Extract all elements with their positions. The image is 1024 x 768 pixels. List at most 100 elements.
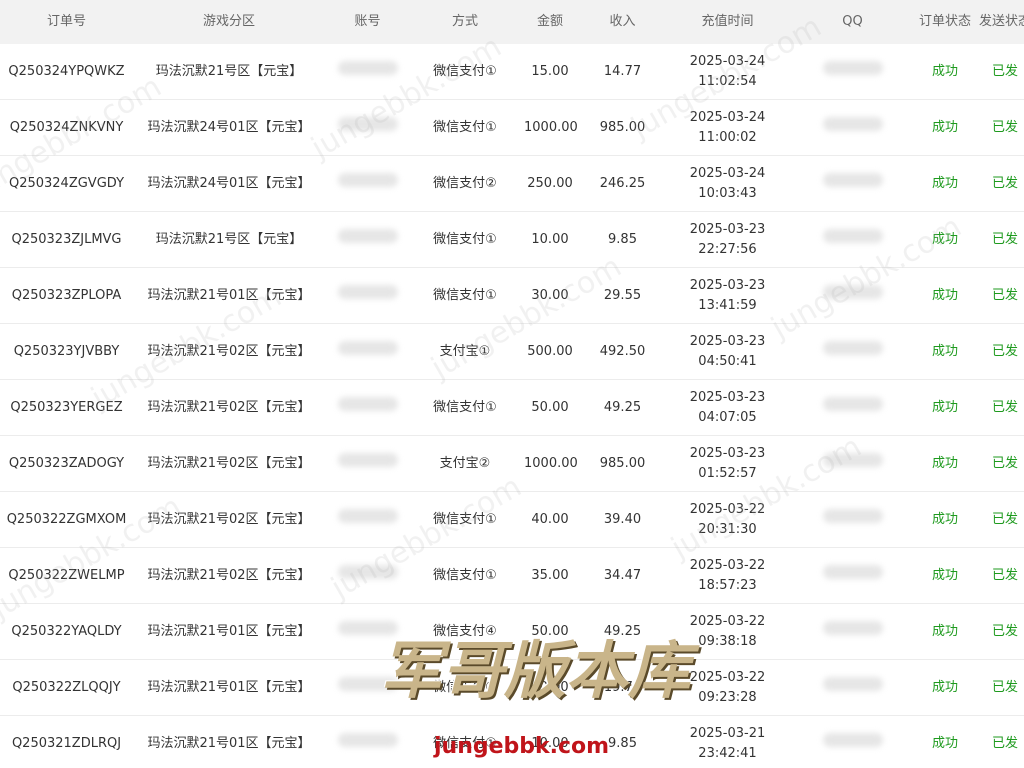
cell-method: 微信支付①	[410, 491, 520, 548]
blur-mask	[822, 397, 883, 411]
masked-cell	[790, 155, 915, 212]
cell-zone: 玛法沉默24号01区【元宝】	[133, 99, 325, 156]
table-row: Q250323ZADOGY 玛法沉默21号02区【元宝】 支付宝② 1000.00 98…	[0, 435, 1024, 492]
cell-income: 39.40	[580, 491, 665, 548]
blur-mask	[822, 733, 883, 747]
cell-send: 已发	[975, 323, 1024, 380]
cell-time: 2025-03-22 09:23:28	[665, 659, 790, 716]
table-row: Q250323YERGEZ 玛法沉默21号02区【元宝】 微信支付① 50.00 49.…	[0, 379, 1024, 436]
cell-amount: 500.00	[520, 323, 580, 380]
blur-mask	[337, 61, 398, 75]
masked-cell	[790, 44, 915, 100]
cell-method: 微信支付②	[410, 155, 520, 212]
cell-income: 49.25	[580, 603, 665, 660]
cell-method: 微信支付①	[410, 99, 520, 156]
masked-cell	[325, 547, 410, 604]
cell-zone: 玛法沉默21号02区【元宝】	[133, 547, 325, 604]
masked-cell	[325, 659, 410, 716]
cell-send: 已发	[975, 379, 1024, 436]
cell-status: 成功	[915, 491, 975, 548]
cell-send: 已发	[975, 603, 1024, 660]
cell-order: Q250324YPQWKZ	[0, 44, 133, 100]
cell-status: 成功	[915, 211, 975, 268]
cell-amount: 50.00	[520, 603, 580, 660]
cell-time: 2025-03-22 20:31:30	[665, 491, 790, 548]
column-header: 方式	[410, 0, 520, 44]
cell-order: Q250323ZADOGY	[0, 435, 133, 492]
cell-send: 已发	[975, 99, 1024, 156]
cell-order: Q250323ZPLOPA	[0, 267, 133, 324]
logo: 军哥版本库	[380, 634, 691, 707]
masked-cell	[325, 379, 410, 436]
cell-amount: 250.00	[520, 155, 580, 212]
masked-cell	[790, 267, 915, 324]
cell-time: 2025-03-21 23:42:41	[665, 715, 790, 768]
masked-cell	[325, 99, 410, 156]
cell-order: Q250324ZGVGDY	[0, 155, 133, 212]
masked-cell	[325, 715, 410, 768]
blur-mask	[822, 677, 883, 691]
cell-status: 成功	[915, 323, 975, 380]
column-header: 金额	[520, 0, 580, 44]
masked-cell	[790, 659, 915, 716]
cell-method: 微信支付②	[410, 659, 520, 716]
cell-income: 985.00	[580, 435, 665, 492]
cell-method: 微信支付①	[410, 547, 520, 604]
masked-cell	[790, 323, 915, 380]
cell-order: Q250322ZLQQJY	[0, 659, 133, 716]
table-row: Q250324ZGVGDY 玛法沉默24号01区【元宝】 微信支付② 250.00 24…	[0, 155, 1024, 212]
blur-mask	[337, 565, 398, 579]
cell-income: 14.77	[580, 44, 665, 100]
blur-mask	[822, 285, 883, 299]
table-row: Q250323YJVBBY 玛法沉默21号02区【元宝】 支付宝① 500.00 492…	[0, 323, 1024, 380]
cell-time: 2025-03-23 04:50:41	[665, 323, 790, 380]
blur-mask	[337, 509, 398, 523]
site-url: jungebbk.com	[434, 734, 610, 759]
blur-mask	[822, 61, 883, 75]
cell-order: Q250323ZJLMVG	[0, 211, 133, 268]
cell-income: 19.70	[580, 659, 665, 716]
blur-mask	[822, 453, 883, 467]
cell-status: 成功	[915, 547, 975, 604]
cell-order: Q250323YERGEZ	[0, 379, 133, 436]
table-row: Q250322ZGMXOM 玛法沉默21号02区【元宝】 微信支付① 40.00 39.…	[0, 491, 1024, 548]
masked-cell	[790, 99, 915, 156]
cell-time: 2025-03-24 11:02:54	[665, 44, 790, 100]
cell-time: 2025-03-23 04:07:05	[665, 379, 790, 436]
cell-zone: 玛法沉默21号01区【元宝】	[133, 659, 325, 716]
blur-mask	[337, 397, 398, 411]
header-row: 订单号游戏分区账号方式金额收入充值时间QQ订单状态发送状态	[0, 0, 1024, 44]
column-header: 游戏分区	[133, 0, 325, 44]
cell-status: 成功	[915, 379, 975, 436]
cell-income: 49.25	[580, 379, 665, 436]
masked-cell	[790, 715, 915, 768]
blur-mask	[822, 173, 883, 187]
cell-time: 2025-03-24 11:00:02	[665, 99, 790, 156]
cell-order: Q250322ZGMXOM	[0, 491, 133, 548]
masked-cell	[790, 211, 915, 268]
cell-method: 支付宝②	[410, 435, 520, 492]
cell-send: 已发	[975, 435, 1024, 492]
masked-cell	[790, 603, 915, 660]
blur-mask	[337, 621, 398, 635]
table-row: Q250322YAQLDY 玛法沉默21号01区【元宝】 微信支付④ 50.00 49.…	[0, 603, 1024, 660]
blur-mask	[337, 677, 398, 691]
cell-send: 已发	[975, 267, 1024, 324]
table-row: Q250323ZJLMVG 玛法沉默21号区【元宝】 微信支付① 10.00 9.85 2…	[0, 211, 1024, 268]
table-body: Q250324YPQWKZ 玛法沉默21号区【元宝】 微信支付① 15.00 14.77…	[0, 44, 1024, 768]
cell-amount: 50.00	[520, 379, 580, 436]
cell-order: Q250322YAQLDY	[0, 603, 133, 660]
cell-order: Q250321ZDLRQJ	[0, 715, 133, 768]
blur-mask	[337, 733, 398, 747]
cell-method: 微信支付①	[410, 267, 520, 324]
cell-status: 成功	[915, 267, 975, 324]
blur-mask	[822, 229, 883, 243]
table-row: Q250324ZNKVNY 玛法沉默24号01区【元宝】 微信支付① 1000.00 9…	[0, 99, 1024, 156]
cell-zone: 玛法沉默21号02区【元宝】	[133, 491, 325, 548]
cell-zone: 玛法沉默21号01区【元宝】	[133, 715, 325, 768]
cell-send: 已发	[975, 491, 1024, 548]
masked-cell	[790, 379, 915, 436]
cell-amount: 40.00	[520, 491, 580, 548]
masked-cell	[790, 435, 915, 492]
